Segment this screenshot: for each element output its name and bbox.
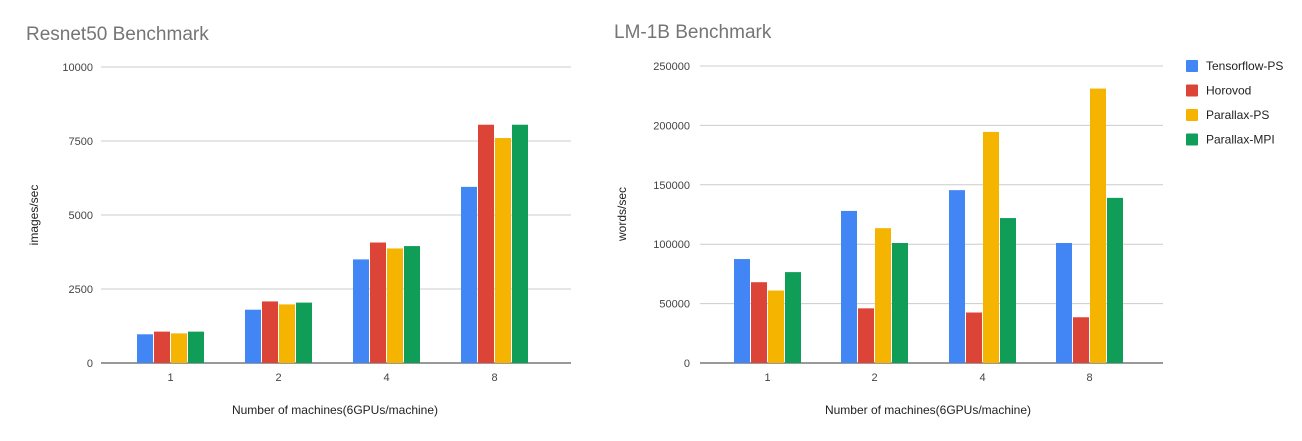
- bar: [370, 242, 386, 363]
- legend-item: Horovod: [1186, 84, 1251, 98]
- bar: [512, 124, 528, 363]
- bar: [279, 304, 295, 363]
- bar: [841, 210, 857, 363]
- legend-item: Parallax-MPI: [1186, 133, 1275, 147]
- resnet50-chart: Resnet50 Benchmark 0 2500 5000 7500 10000 1 2…: [26, 24, 571, 417]
- chart-title: LM-1B Benchmark: [614, 22, 772, 43]
- bar: [983, 131, 999, 363]
- x-axis-label: Number of machines(6GPUs/machine): [825, 403, 1031, 417]
- x-tick-label: 8: [1086, 372, 1092, 384]
- y-tick-label: 5000: [69, 210, 93, 222]
- bar: [751, 282, 767, 363]
- y-tick-label: 150000: [653, 180, 690, 192]
- x-tick-label: 4: [383, 372, 389, 384]
- y-tick-label: 200000: [653, 120, 690, 132]
- x-tick-labels: 1 2 4 8: [167, 372, 497, 384]
- x-tick-label: 2: [871, 372, 877, 384]
- x-axis-label: Number of machines(6GPUs/machine): [232, 403, 438, 417]
- bar: [1107, 197, 1123, 363]
- x-tick-label: 8: [491, 372, 497, 384]
- lm1b-chart: LM-1B Benchmark 0 50000 100000 150000 200000…: [614, 22, 1163, 417]
- bar: [387, 248, 403, 363]
- legend-item: Tensorflow-PS: [1186, 59, 1283, 73]
- y-tick-labels: 0 50000 100000 150000 200000 250000: [653, 61, 690, 370]
- legend-item: Parallax-PS: [1186, 108, 1269, 122]
- bar: [404, 246, 420, 363]
- bar: [245, 309, 261, 363]
- bars: [137, 124, 528, 363]
- bar: [478, 124, 494, 363]
- bar: [892, 243, 908, 363]
- x-tick-labels: 1 2 4 8: [764, 372, 1092, 384]
- bar: [966, 312, 982, 363]
- bar: [858, 308, 874, 363]
- bars: [734, 88, 1123, 364]
- bar: [734, 259, 750, 363]
- y-tick-label: 10000: [62, 62, 93, 74]
- y-tick-label: 2500: [69, 284, 93, 296]
- y-axis-label: images/sec: [27, 185, 41, 246]
- y-tick-labels: 0 2500 5000 7500 10000: [62, 62, 93, 370]
- bar: [1090, 88, 1106, 364]
- bar: [785, 272, 801, 363]
- bar: [1056, 243, 1072, 363]
- bar: [188, 331, 204, 363]
- y-tick-label: 250000: [653, 61, 690, 73]
- y-tick-label: 0: [87, 358, 93, 370]
- bar: [171, 333, 187, 363]
- legend-label: Parallax-PS: [1206, 108, 1269, 122]
- bar: [353, 259, 369, 363]
- y-tick-label: 0: [684, 358, 690, 370]
- legend-label: Tensorflow-PS: [1206, 59, 1283, 73]
- bar: [296, 302, 312, 363]
- legend: Tensorflow-PS Horovod Parallax-PS Parallax-…: [1186, 59, 1283, 147]
- bar: [461, 186, 477, 363]
- bar: [768, 290, 784, 363]
- x-tick-label: 1: [167, 372, 173, 384]
- bar: [1000, 218, 1016, 363]
- y-tick-label: 50000: [659, 299, 690, 311]
- legend-swatch: [1186, 133, 1198, 146]
- bar: [495, 138, 511, 363]
- x-tick-label: 4: [979, 372, 985, 384]
- bar: [262, 301, 278, 363]
- legend-swatch: [1186, 60, 1198, 72]
- bar: [154, 331, 170, 363]
- legend-label: Horovod: [1206, 84, 1251, 98]
- bar: [949, 190, 965, 363]
- bar: [875, 228, 891, 363]
- chart-title: Resnet50 Benchmark: [26, 24, 209, 45]
- legend-swatch: [1186, 109, 1198, 121]
- legend-swatch: [1186, 84, 1198, 97]
- x-tick-label: 1: [764, 372, 770, 384]
- x-tick-label: 2: [275, 372, 281, 384]
- legend-label: Parallax-MPI: [1206, 133, 1275, 147]
- y-tick-label: 100000: [653, 239, 690, 251]
- bar: [1073, 317, 1089, 363]
- bar: [137, 334, 153, 363]
- y-axis-label: words/sec: [615, 187, 629, 242]
- y-tick-label: 7500: [69, 136, 93, 148]
